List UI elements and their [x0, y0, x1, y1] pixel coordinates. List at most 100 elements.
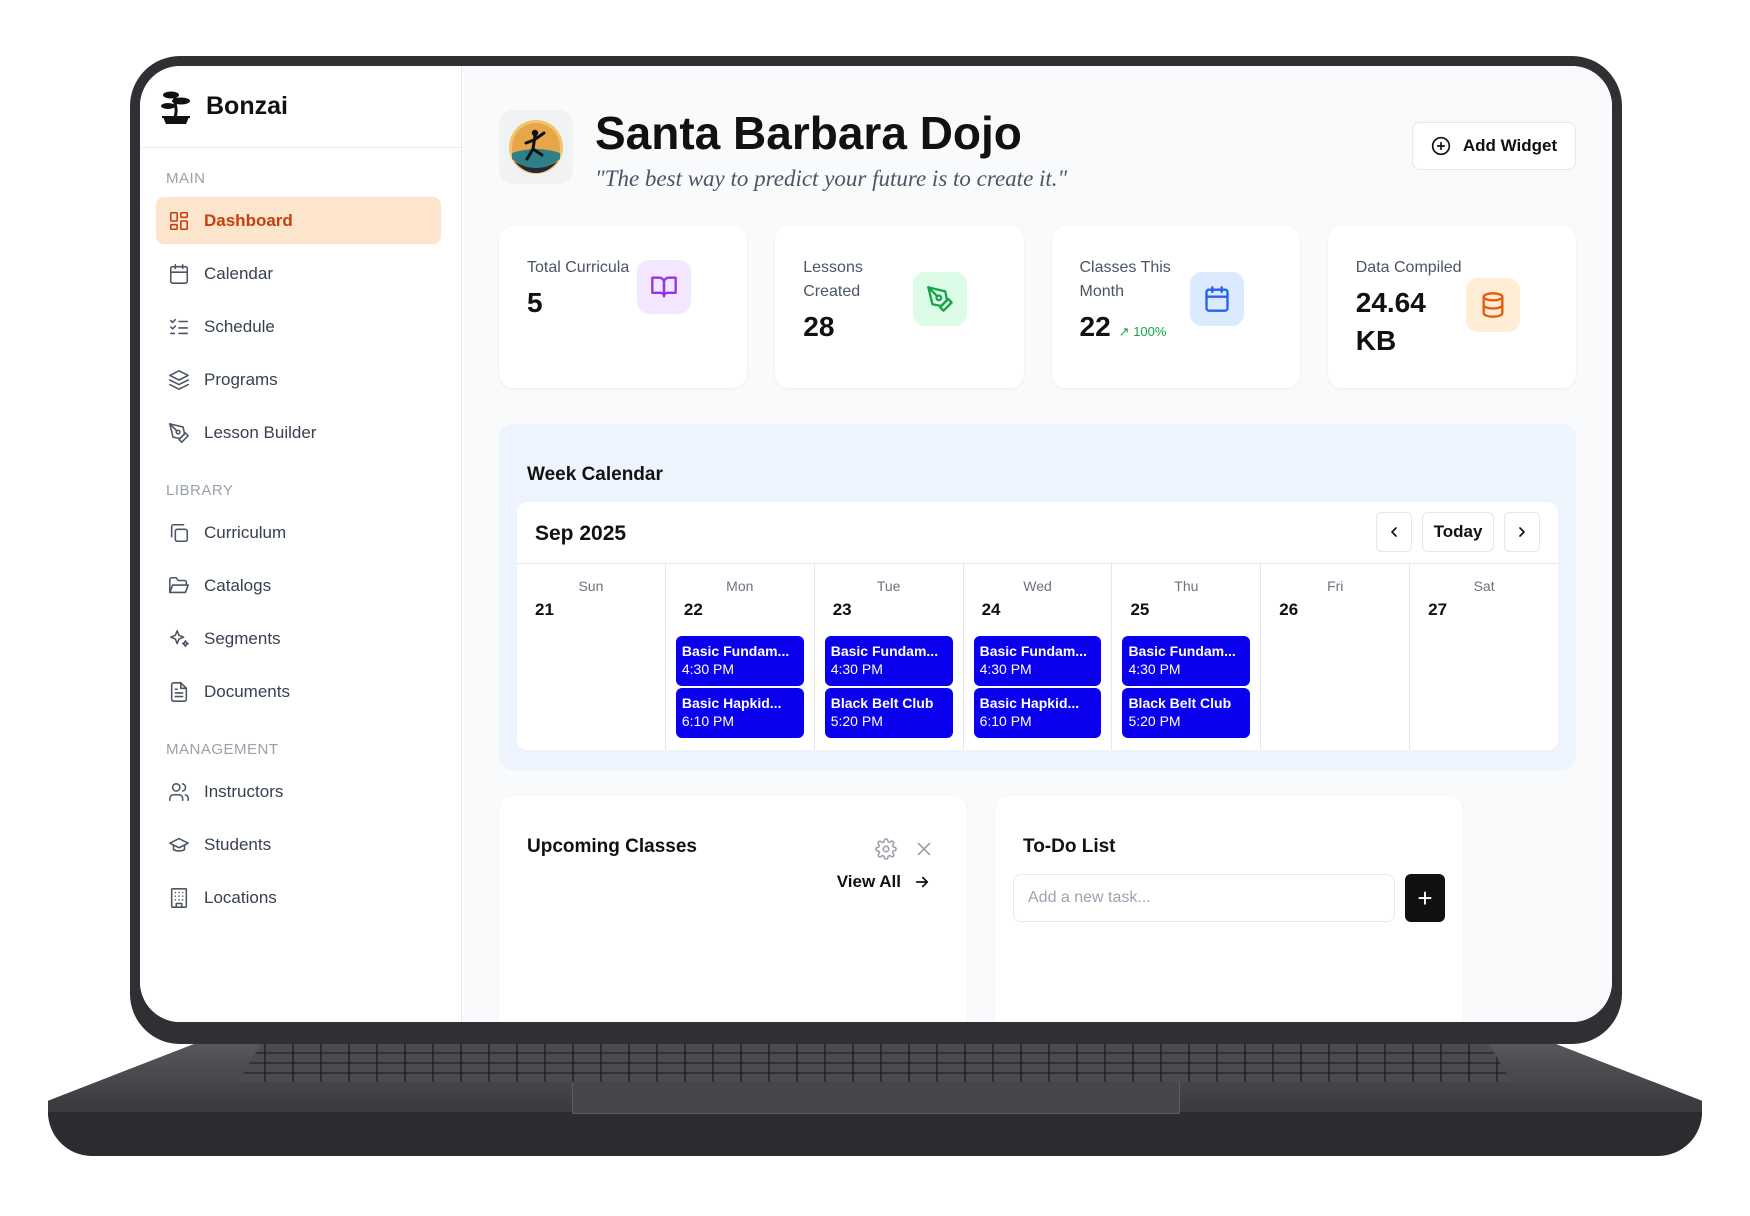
sidebar-item-label: Schedule — [204, 316, 275, 336]
brand[interactable]: Bonzai — [140, 66, 461, 148]
sidebar-item-students[interactable]: Students — [156, 821, 441, 868]
stat-label: Total Curricula — [527, 259, 630, 276]
calendar-day-mon[interactable]: Mon 22 Basic Fundam... 4:30 PM Basic Hapkid.… — [666, 564, 815, 750]
calendar-header: Sep 2025 Today — [517, 502, 1558, 564]
widget-title: Week Calendar — [527, 464, 663, 485]
trend-indicator: ↗ 100% — [1119, 324, 1167, 339]
event-title: Basic Hapkid... — [979, 695, 1080, 711]
event-time: 4:30 PM — [681, 661, 734, 677]
add-widget-button[interactable]: Add Widget — [1412, 122, 1576, 170]
stat-label: Classes This Month — [1079, 259, 1171, 300]
close-icon — [917, 842, 931, 856]
sidebar-item-schedule[interactable]: Schedule — [156, 303, 441, 350]
plus-circle-icon — [1431, 136, 1451, 156]
todo-widget: To-Do List + — [995, 796, 1463, 1022]
today-button[interactable]: Today — [1422, 512, 1494, 552]
day-number: 23 — [832, 600, 852, 619]
sidebar-item-programs[interactable]: Programs — [156, 356, 441, 403]
calendar-event[interactable]: Basic Hapkid... 6:10 PM — [973, 688, 1102, 738]
day-of-week: Wed — [1023, 578, 1052, 594]
sidebar-section-label: LIBRARY — [166, 482, 234, 499]
day-of-week: Thu — [1174, 578, 1199, 594]
prev-week-button[interactable] — [1376, 512, 1412, 552]
sidebar-item-label: Students — [204, 834, 272, 854]
sparkles-icon — [169, 629, 189, 647]
chevron-left-icon — [1391, 527, 1397, 537]
main-content: Santa Barbara Dojo "The best way to pred… — [463, 66, 1612, 1022]
gear-icon — [875, 838, 897, 860]
sidebar-item-label: Catalogs — [204, 575, 272, 595]
stat-card-total-curricula: Total Curricula 5 — [499, 226, 748, 388]
calendar-day-sat[interactable]: Sat 27 — [1410, 564, 1558, 750]
bonsai-logo-icon — [161, 91, 190, 124]
dojo-emblem-icon — [509, 120, 563, 174]
sidebar-item-dashboard[interactable]: Dashboard — [156, 197, 441, 244]
stat-label: Data Compiled — [1355, 259, 1462, 276]
calendar-event[interactable]: Basic Fundam... 4:30 PM — [824, 636, 953, 686]
laptop-base-lip — [48, 1112, 1702, 1156]
calendar-event[interactable]: Basic Fundam... 4:30 PM — [1122, 636, 1251, 686]
calendar-event[interactable]: Black Belt Club 5:20 PM — [824, 688, 953, 738]
sidebar-item-instructors[interactable]: Instructors — [156, 768, 441, 815]
sidebar: Bonzai MAIN Dashboard Calendar Schedule Prog… — [140, 66, 462, 1022]
sidebar-item-label: Lesson Builder — [204, 422, 317, 442]
stat-card-data-compiled: Data Compiled 24.64 KB — [1327, 226, 1576, 388]
calendar-day-fri[interactable]: Fri 26 — [1261, 564, 1411, 750]
dojo-logo — [499, 110, 573, 184]
settings-button[interactable] — [875, 838, 897, 860]
laptop-trackpad — [572, 1082, 1180, 1114]
page-title: Santa Barbara Dojo — [595, 107, 1022, 159]
stat-card-lessons-created: Lessons Created 28 — [775, 226, 1024, 388]
calendar-event[interactable]: Basic Fundam... 4:30 PM — [973, 636, 1102, 686]
sidebar-item-segments[interactable]: Segments — [156, 615, 441, 662]
upcoming-classes-widget: Upcoming Classes View All — [499, 796, 967, 1022]
day-of-week: Mon — [726, 578, 754, 594]
sidebar-item-locations[interactable]: Locations — [156, 874, 441, 921]
calendar-day-sun[interactable]: Sun 21 — [517, 564, 666, 750]
day-of-week: Tue — [876, 578, 901, 594]
trend-up-icon: ↗ — [1118, 324, 1130, 339]
sidebar-item-curriculum[interactable]: Curriculum — [156, 509, 441, 556]
add-task-button[interactable]: + — [1405, 874, 1445, 922]
next-week-button[interactable] — [1504, 512, 1540, 552]
document-icon — [170, 681, 188, 702]
view-all-link[interactable]: View All — [837, 872, 931, 892]
sidebar-item-label: Segments — [204, 628, 281, 648]
pen-tool-icon — [913, 272, 968, 326]
calendar-day-tue[interactable]: Tue 23 Basic Fundam... 4:30 PM Black Belt Cl… — [815, 564, 964, 750]
arrow-right-icon — [915, 876, 929, 888]
new-task-input[interactable] — [1013, 874, 1395, 922]
sidebar-item-label: Instructors — [204, 781, 284, 801]
sidebar-item-documents[interactable]: Documents — [156, 668, 441, 715]
stat-label: Lessons Created — [803, 259, 863, 300]
dashboard-grid-icon — [169, 211, 189, 230]
page-header: Santa Barbara Dojo "The best way to pred… — [499, 107, 1576, 191]
calendar-day-wed[interactable]: Wed 24 Basic Fundam... 4:30 PM Basic Hapkid.… — [964, 564, 1113, 750]
week-calendar-widget: Week Calendar Sep 2025 Today Sun 21 Mon 22 B… — [499, 424, 1576, 770]
day-number: 27 — [1428, 600, 1448, 619]
event-title: Basic Fundam... — [830, 643, 939, 659]
sidebar-item-calendar[interactable]: Calendar — [156, 250, 441, 297]
event-time: 6:10 PM — [681, 713, 734, 729]
book-open-icon — [637, 260, 691, 314]
sidebar-item-lesson-builder[interactable]: Lesson Builder — [156, 409, 441, 456]
stats-row: Total Curricula 5 Lessons Created 28 Cla… — [499, 226, 1576, 388]
day-number: 25 — [1130, 600, 1150, 619]
layers-icon — [169, 369, 189, 390]
calendar-event[interactable]: Black Belt Club 5:20 PM — [1122, 688, 1251, 738]
laptop-keyboard — [238, 1040, 1512, 1082]
event-time: 4:30 PM — [979, 661, 1032, 677]
sidebar-nav: MAIN Dashboard Calendar Schedule Programs Les… — [140, 170, 461, 921]
event-time: 5:20 PM — [1128, 713, 1181, 729]
calendar-event[interactable]: Basic Hapkid... 6:10 PM — [675, 688, 804, 738]
chevron-right-icon — [1519, 527, 1525, 537]
event-title: Basic Fundam... — [979, 643, 1087, 659]
sidebar-item-catalogs[interactable]: Catalogs — [156, 562, 441, 609]
event-title: Black Belt Club — [830, 695, 934, 711]
day-of-week: Sat — [1473, 578, 1495, 594]
sidebar-section-label: MANAGEMENT — [166, 741, 279, 758]
calendar-event[interactable]: Basic Fundam... 4:30 PM — [675, 636, 804, 686]
week-calendar: Sep 2025 Today Sun 21 Mon 22 Basic Fundam...… — [517, 502, 1558, 750]
calendar-day-thu[interactable]: Thu 25 Basic Fundam... 4:30 PM Black Belt Cl… — [1112, 564, 1262, 750]
close-widget-button[interactable] — [913, 838, 935, 860]
